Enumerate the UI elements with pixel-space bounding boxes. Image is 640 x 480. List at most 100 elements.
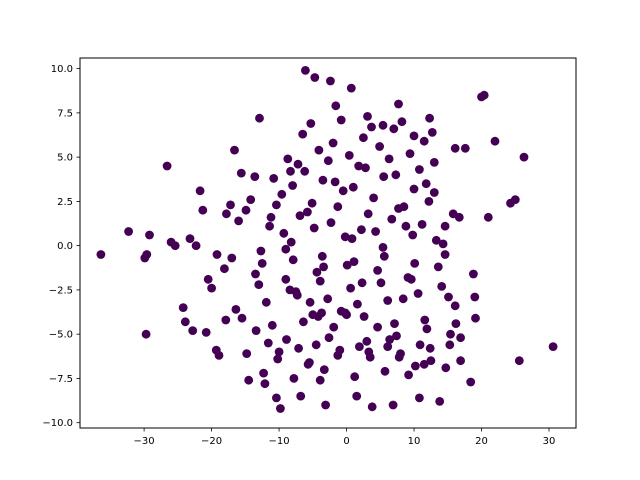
scatter-point <box>444 292 453 302</box>
scatter-point <box>277 189 287 199</box>
scatter-point <box>383 342 393 351</box>
scatter-point <box>357 278 367 288</box>
scatter-point <box>363 209 373 219</box>
scatter-point <box>415 340 425 350</box>
y-tick-label: 2.5 <box>57 197 73 208</box>
scatter-point <box>362 336 372 346</box>
scatter-point <box>514 356 524 366</box>
y-tick-label: −7.5 <box>49 374 73 385</box>
scatter-point <box>378 243 388 252</box>
y-tick-label: −10.0 <box>42 418 73 429</box>
scatter-point <box>296 391 306 401</box>
scatter-point <box>421 179 431 189</box>
scatter-point <box>466 377 476 387</box>
scatter-point <box>256 246 266 256</box>
scatter-point <box>346 283 355 293</box>
scatter-point <box>409 131 419 141</box>
scatter-point <box>195 186 205 196</box>
scatter-point <box>237 313 247 323</box>
scatter-point <box>406 274 416 284</box>
scatter-point <box>283 154 293 164</box>
scatter-point <box>306 119 316 128</box>
scatter-point <box>260 379 270 389</box>
scatter-point <box>246 195 256 205</box>
scatter-point <box>201 328 211 337</box>
scatter-point <box>490 136 500 146</box>
scatter-point <box>388 400 398 410</box>
scatter-point <box>405 149 415 159</box>
scatter-point <box>361 163 370 173</box>
y-tick-label: 7.5 <box>57 108 73 119</box>
scatter-point <box>390 319 399 328</box>
scatter-point <box>242 349 252 358</box>
scatter-point <box>373 322 382 332</box>
scatter-point <box>170 241 180 251</box>
scatter-point <box>371 227 380 236</box>
scatter-point <box>340 232 350 242</box>
scatter-point <box>279 228 289 238</box>
scatter-point <box>142 250 152 259</box>
scatter-point <box>422 324 432 334</box>
scatter-point <box>318 175 328 185</box>
x-tick-label: −30 <box>134 436 155 447</box>
scatter-point <box>298 129 308 139</box>
scatter-point <box>336 115 346 125</box>
scatter-point <box>379 251 389 261</box>
scatter-point <box>274 347 284 357</box>
scatter-point <box>221 315 231 325</box>
scatter-point <box>427 127 437 137</box>
scatter-point <box>355 342 364 351</box>
scatter-point <box>419 136 429 146</box>
scatter-point <box>272 200 281 210</box>
scatter-point <box>250 172 260 182</box>
scatter-point <box>425 113 434 123</box>
scatter-point <box>305 358 314 367</box>
scatter-point <box>359 133 368 143</box>
scatter-point <box>335 345 345 355</box>
scatter-point <box>450 143 460 153</box>
scatter-point <box>326 218 336 228</box>
scatter-point <box>401 221 411 231</box>
scatter-point <box>367 402 377 412</box>
scatter-point <box>340 308 350 318</box>
scatter-point <box>392 331 401 341</box>
scatter-point <box>309 223 319 233</box>
y-tick-label: −5.0 <box>49 330 73 341</box>
scatter-point <box>450 301 460 311</box>
scatter-point <box>314 145 324 155</box>
scatter-point <box>342 260 352 270</box>
scatter-point <box>331 101 341 111</box>
scatter-point <box>178 303 188 312</box>
scatter-point <box>188 326 198 335</box>
plot-area <box>80 58 576 428</box>
scatter-point <box>419 359 429 369</box>
x-tick-label: −20 <box>201 436 222 447</box>
scatter-point <box>141 329 151 339</box>
scatter-point <box>417 220 427 229</box>
y-axis: −10.0 −7.5 −5.0 −2.5 0.0 2.5 5.0 7.5 10.0 <box>42 64 80 429</box>
scatter-point <box>429 188 439 197</box>
scatter-point <box>227 253 237 263</box>
scatter-point <box>96 250 106 259</box>
scatter-point <box>273 354 283 364</box>
scatter-point <box>460 143 470 153</box>
scatter-point <box>281 274 291 284</box>
scatter-point <box>236 168 246 178</box>
scatter-point <box>350 372 360 382</box>
scatter-point <box>408 230 418 240</box>
scatter-point <box>292 290 302 300</box>
scatter-point <box>469 269 478 279</box>
scatter-point <box>241 205 251 215</box>
scatter-point <box>519 152 529 162</box>
scatter-point <box>301 66 310 75</box>
scatter-point <box>380 366 390 376</box>
scatter-point <box>396 349 405 358</box>
scatter-point <box>293 159 303 169</box>
scatter-point <box>198 205 208 215</box>
scatter-point <box>349 257 359 266</box>
scatter-point <box>261 297 271 307</box>
scatter-point <box>375 142 384 151</box>
scatter-point <box>162 161 172 171</box>
scatter-point <box>425 343 435 353</box>
